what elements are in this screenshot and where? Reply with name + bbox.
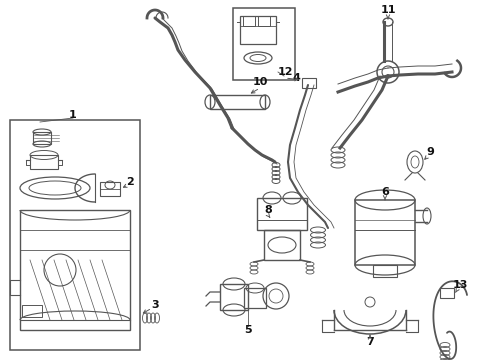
Bar [243,16,254,26]
Text: 12: 12 [277,67,292,77]
Text: 9: 9 [425,147,433,157]
Text: 5: 5 [244,325,251,335]
Bar [258,16,269,26]
Text: 13: 13 [451,280,467,290]
Bar [22,305,42,317]
Bar [20,210,130,330]
Bar [10,120,140,350]
Text: 6: 6 [380,187,388,197]
Text: 2: 2 [126,177,134,187]
Bar [33,132,51,144]
Text: 4: 4 [291,73,299,83]
Bar [220,284,247,310]
Bar [302,78,315,88]
Bar [240,16,275,44]
Text: 3: 3 [151,300,159,310]
Bar [439,288,453,298]
Bar [232,8,294,80]
Bar [244,288,265,308]
Text: 10: 10 [252,77,267,87]
Text: 11: 11 [380,5,395,15]
Bar [372,265,396,277]
Text: 8: 8 [264,205,271,215]
Bar [209,95,264,109]
Text: 7: 7 [366,337,373,347]
Bar [100,182,120,196]
Bar [257,198,306,230]
Bar [30,155,58,169]
Bar [354,200,414,265]
Bar [264,230,299,260]
Text: 1: 1 [69,110,77,120]
